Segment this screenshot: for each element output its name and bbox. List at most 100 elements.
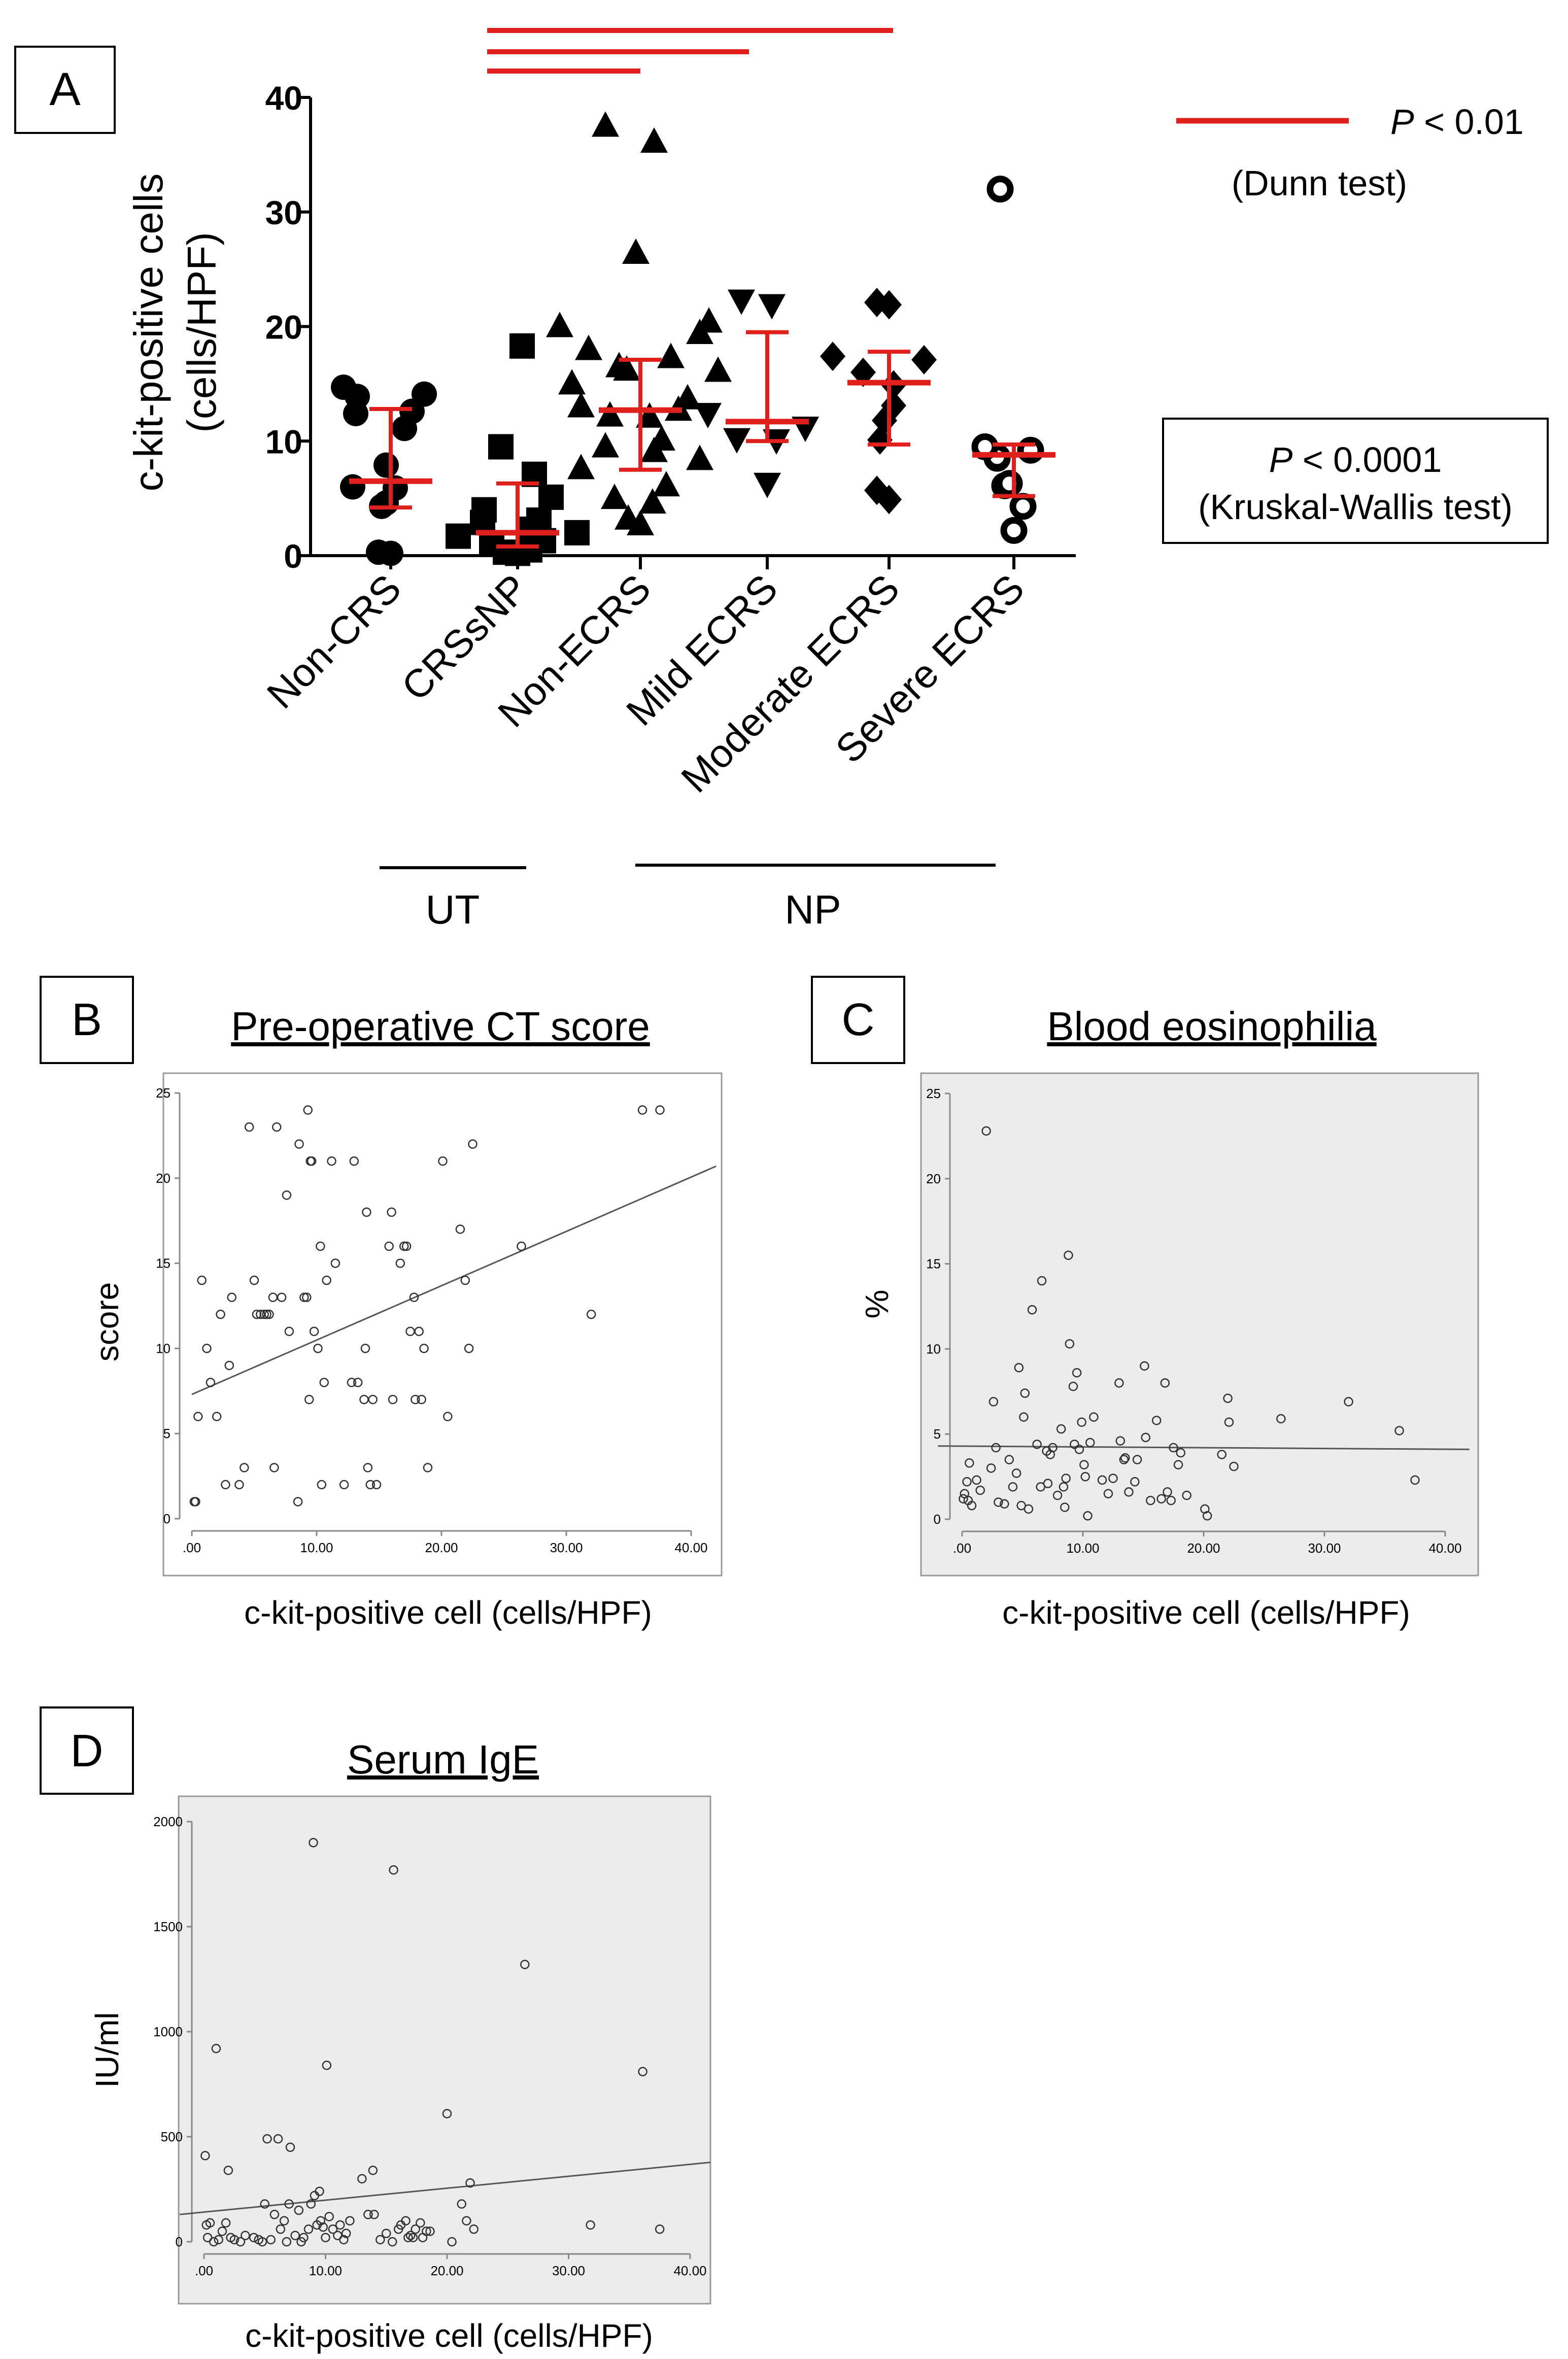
data-point <box>1173 1460 1183 1469</box>
data-point-triangle <box>640 127 668 153</box>
data-point <box>1229 1461 1239 1472</box>
panel-d-letter-box <box>40 1706 134 1795</box>
data-point <box>216 1310 225 1319</box>
data-point <box>1217 1450 1226 1459</box>
x-tick-label: 40.00 <box>1428 1541 1461 1556</box>
data-point <box>269 1463 279 1473</box>
data-point <box>655 2224 665 2234</box>
data-point <box>259 1310 269 1319</box>
panel-a-letter: A <box>49 63 81 115</box>
panel-a-x-tick-label: Non-CRS <box>258 566 410 717</box>
y-tick-label: 10 <box>926 1341 941 1356</box>
data-point <box>313 1344 323 1353</box>
data-point-circle <box>366 539 391 565</box>
data-point <box>443 1412 453 1421</box>
y-tick-label: 0 <box>163 1511 171 1526</box>
x-tick-label: 10.00 <box>309 2263 342 2278</box>
panel-a-y-tick-label: 30 <box>265 194 302 231</box>
data-point <box>1169 1443 1178 1453</box>
panel-a-kw-rest: < 0.0001 <box>1292 440 1442 480</box>
data-point-triangle <box>653 471 680 497</box>
data-point <box>249 2233 259 2242</box>
x-tick-label: 20.00 <box>425 1540 458 1555</box>
data-point <box>994 1497 1003 1507</box>
data-point <box>1151 1416 1162 1425</box>
data-point <box>353 1378 363 1387</box>
data-point <box>401 2216 411 2226</box>
x-tick-label: 30.00 <box>550 1540 583 1555</box>
data-point <box>1097 1475 1107 1485</box>
data-point-diamond <box>864 475 890 505</box>
data-point <box>423 1463 433 1473</box>
data-point-diamond <box>864 288 890 318</box>
panel-a-y-tick-label: 20 <box>265 309 302 346</box>
data-point <box>460 1275 470 1285</box>
panel-b-letter: B <box>72 995 102 1045</box>
data-point <box>318 2222 328 2232</box>
data-point-diamond <box>911 345 937 374</box>
panel-c-title: Blood eosinophilia <box>1047 1004 1377 1049</box>
data-point-diamond <box>850 357 876 387</box>
panel-a-y-ticks: 0 10 20 30 40 <box>265 79 311 575</box>
data-point <box>586 2220 595 2230</box>
data-point <box>306 1156 317 1166</box>
data-point-triangle <box>615 504 642 530</box>
data-point <box>1124 1487 1134 1497</box>
data-point <box>309 1326 319 1337</box>
data-point <box>1080 1472 1090 1482</box>
panel-b-letter-box <box>40 976 134 1064</box>
panel-a-kw-text: P < 0.0001 <box>1269 440 1442 480</box>
data-point <box>405 2231 416 2240</box>
data-point-ring <box>1000 517 1028 544</box>
data-point <box>1056 1424 1066 1434</box>
data-point <box>319 1378 329 1387</box>
data-point <box>260 2199 269 2209</box>
panel-d-points <box>200 1838 665 2247</box>
data-point <box>376 2235 385 2245</box>
data-point <box>285 2142 295 2152</box>
data-point <box>241 2231 250 2240</box>
panel-a-y-tick-label: 40 <box>265 79 302 117</box>
data-point <box>249 1275 259 1285</box>
data-point <box>1059 1482 1069 1492</box>
data-point <box>442 2109 452 2118</box>
data-point <box>234 1480 244 1490</box>
data-point-square <box>488 434 514 460</box>
panel-a-x-tick-label: Moderate ECRS <box>672 566 908 801</box>
data-point <box>520 1960 530 1969</box>
data-point <box>1024 1504 1034 1514</box>
data-point-triangle <box>592 111 619 137</box>
data-point <box>1089 1412 1099 1422</box>
y-tick-label: 1500 <box>153 1919 183 1934</box>
data-point-circle <box>331 374 356 400</box>
data-point <box>1108 1474 1118 1483</box>
data-point-triangle <box>567 454 595 480</box>
panel-a-ut-label: UT <box>426 887 480 932</box>
data-point-square <box>509 333 535 359</box>
data-point <box>586 1310 596 1319</box>
data-point <box>1068 1381 1078 1391</box>
data-point-triangle <box>605 352 633 378</box>
data-point-square <box>446 523 471 549</box>
panel-a-points <box>331 111 1044 566</box>
panel-b-points <box>189 1105 665 1507</box>
panel-b-ylabel: score <box>89 1282 125 1362</box>
data-point <box>212 1412 222 1421</box>
y-tick-label: 5 <box>934 1426 941 1442</box>
panel-a-np-label: NP <box>785 887 841 932</box>
data-point-diamond <box>820 341 845 371</box>
panel-c-tick-labels: .00 10.00 20.00 30.00 40.00 0 5 10 15 20 25 <box>926 1086 1461 1556</box>
data-point <box>282 1190 292 1200</box>
data-point <box>438 1156 448 1166</box>
panel-a-legend-p: P <box>1390 102 1414 142</box>
data-point <box>266 2235 276 2245</box>
data-point-ring <box>996 470 1023 497</box>
data-point-circle <box>373 452 399 478</box>
data-point <box>1043 1479 1053 1488</box>
data-point <box>1176 1448 1186 1458</box>
x-tick-label: 30.00 <box>1308 1541 1341 1556</box>
data-point <box>357 2174 367 2184</box>
data-point <box>1114 1378 1124 1388</box>
data-point <box>401 1241 412 1251</box>
data-point <box>304 1394 314 1405</box>
